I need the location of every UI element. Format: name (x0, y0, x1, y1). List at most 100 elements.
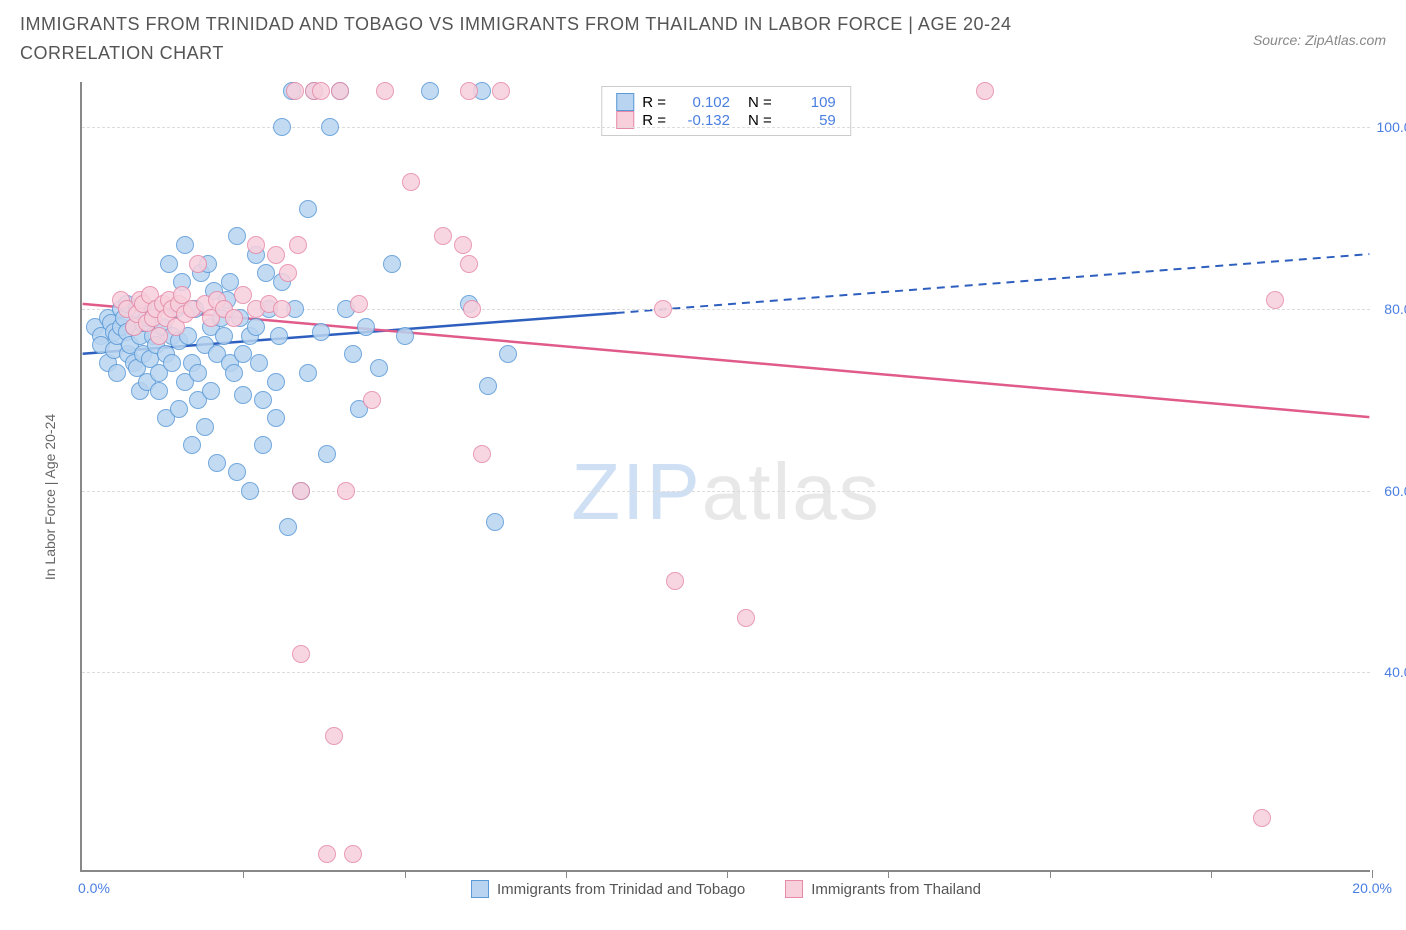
scatter-point (176, 236, 194, 254)
scatter-point (150, 327, 168, 345)
xtick (405, 870, 406, 878)
xtick (888, 870, 889, 878)
scatter-point (292, 482, 310, 500)
xtick (1211, 870, 1212, 878)
xtick (727, 870, 728, 878)
scatter-point (160, 255, 178, 273)
scatter-point (473, 445, 491, 463)
scatter-point (247, 318, 265, 336)
scatter-point (318, 845, 336, 863)
scatter-point (486, 513, 504, 531)
scatter-point (267, 373, 285, 391)
scatter-point (254, 391, 272, 409)
scatter-point (421, 82, 439, 100)
scatter-point (234, 386, 252, 404)
gridline (82, 491, 1370, 492)
scatter-point (241, 482, 259, 500)
series-legend: Immigrants from Trinidad and TobagoImmig… (471, 880, 981, 898)
scatter-point (183, 436, 201, 454)
xaxis-start-label: 0.0% (78, 880, 110, 896)
xtick (1050, 870, 1051, 878)
scatter-point (189, 364, 207, 382)
scatter-point (1253, 809, 1271, 827)
scatter-point (321, 118, 339, 136)
scatter-point (654, 300, 672, 318)
scatter-point (434, 227, 452, 245)
ytick-label: 100.0% (1377, 119, 1406, 135)
xtick (1372, 870, 1373, 878)
scatter-point (250, 354, 268, 372)
scatter-point (267, 409, 285, 427)
scatter-point (108, 364, 126, 382)
correlation-legend: R =0.102N =109R =-0.132N =59 (601, 86, 851, 136)
scatter-point (150, 382, 168, 400)
scatter-point (383, 255, 401, 273)
scatter-point (270, 327, 288, 345)
scatter-point (257, 264, 275, 282)
scatter-point (737, 609, 755, 627)
scatter-point (376, 82, 394, 100)
watermark: ZIPatlas (571, 446, 880, 538)
scatter-point (189, 255, 207, 273)
scatter-point (370, 359, 388, 377)
scatter-point (273, 118, 291, 136)
ytick-label: 60.0% (1384, 483, 1406, 499)
scatter-point (228, 227, 246, 245)
scatter-point (331, 82, 349, 100)
scatter-point (312, 323, 330, 341)
scatter-point (396, 327, 414, 345)
source-label: Source: ZipAtlas.com (1253, 32, 1386, 48)
scatter-point (1266, 291, 1284, 309)
scatter-point (215, 327, 233, 345)
scatter-point (454, 236, 472, 254)
scatter-point (460, 255, 478, 273)
scatter-point (344, 345, 362, 363)
chart-container: In Labor Force | Age 20-24 ZIPatlas R =0… (20, 74, 1386, 920)
chart-title: IMMIGRANTS FROM TRINIDAD AND TOBAGO VS I… (20, 10, 1120, 68)
scatter-point (350, 295, 368, 313)
scatter-point (170, 400, 188, 418)
scatter-point (344, 845, 362, 863)
xaxis-end-label: 20.0% (1352, 880, 1392, 896)
scatter-point (225, 309, 243, 327)
legend-swatch (785, 880, 803, 898)
scatter-point (163, 354, 181, 372)
scatter-point (225, 364, 243, 382)
scatter-point (363, 391, 381, 409)
scatter-point (492, 82, 510, 100)
ytick-label: 40.0% (1384, 664, 1406, 680)
scatter-point (666, 572, 684, 590)
scatter-point (202, 382, 220, 400)
scatter-point (273, 300, 291, 318)
xtick (566, 870, 567, 878)
scatter-point (228, 463, 246, 481)
legend-row: R =0.102N =109 (616, 93, 836, 111)
gridline (82, 672, 1370, 673)
legend-swatch (616, 93, 634, 111)
scatter-point (208, 454, 226, 472)
scatter-point (196, 418, 214, 436)
scatter-point (337, 482, 355, 500)
scatter-point (463, 300, 481, 318)
scatter-point (402, 173, 420, 191)
legend-swatch (471, 880, 489, 898)
scatter-point (286, 82, 304, 100)
scatter-point (357, 318, 375, 336)
scatter-point (279, 264, 297, 282)
scatter-point (279, 518, 297, 536)
scatter-point (299, 364, 317, 382)
scatter-point (267, 246, 285, 264)
ytick-label: 80.0% (1384, 301, 1406, 317)
series-legend-item: Immigrants from Trinidad and Tobago (471, 880, 745, 898)
scatter-point (460, 82, 478, 100)
plot-area: ZIPatlas R =0.102N =109R =-0.132N =59 Im… (80, 82, 1370, 872)
scatter-point (312, 82, 330, 100)
scatter-point (976, 82, 994, 100)
scatter-point (325, 727, 343, 745)
scatter-point (234, 345, 252, 363)
scatter-point (499, 345, 517, 363)
scatter-point (247, 236, 265, 254)
scatter-point (318, 445, 336, 463)
scatter-point (289, 236, 307, 254)
legend-swatch (616, 111, 634, 129)
